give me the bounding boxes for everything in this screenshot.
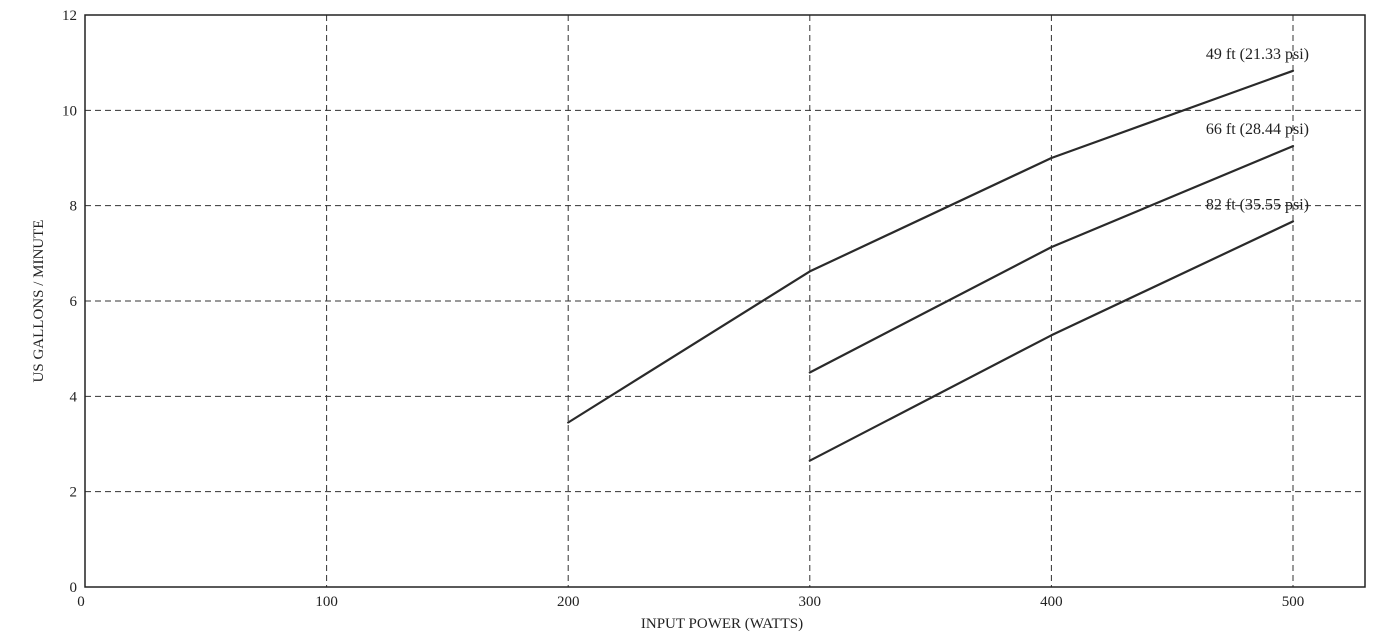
series-line-1 bbox=[567, 69, 1295, 424]
x-axis-title: INPUT POWER (WATTS) bbox=[641, 616, 803, 632]
x-tick-label: 300 bbox=[799, 594, 822, 610]
x-tick-label: 0 bbox=[77, 594, 85, 610]
x-tick-label: 500 bbox=[1282, 594, 1305, 610]
plot-frame bbox=[84, 14, 1366, 588]
y-tick-label: 8 bbox=[70, 199, 78, 215]
series-labels: 49 ft (21.33 psi) 66 ft (28.44 psi) 82 ft … bbox=[1206, 46, 1309, 214]
x-tick-label: 200 bbox=[557, 594, 580, 610]
series-line-2 bbox=[808, 145, 1295, 374]
y-tick-label: 6 bbox=[70, 294, 78, 310]
series-label-2: 66 ft (28.44 psi) bbox=[1206, 121, 1309, 138]
y-tick-label: 4 bbox=[70, 389, 78, 405]
tick-labels: 0 100 200 300 400 500 0 2 4 6 8 10 12 bbox=[62, 8, 1304, 610]
y-axis-title: US GALLONS / MINUTE bbox=[31, 220, 47, 383]
x-tick-label: 400 bbox=[1040, 594, 1063, 610]
y-tick-label: 12 bbox=[62, 8, 77, 24]
y-tick-label: 0 bbox=[70, 580, 78, 596]
grid-lines bbox=[85, 15, 1365, 587]
series-lines bbox=[567, 69, 1295, 462]
series-label-3: 82 ft (35.55 psi) bbox=[1206, 196, 1309, 213]
x-tick-label: 100 bbox=[315, 594, 338, 610]
series-label-1: 49 ft (21.33 psi) bbox=[1206, 46, 1309, 63]
y-tick-label: 10 bbox=[62, 103, 77, 119]
series-line-3 bbox=[808, 220, 1295, 462]
y-tick-label: 2 bbox=[70, 485, 78, 501]
